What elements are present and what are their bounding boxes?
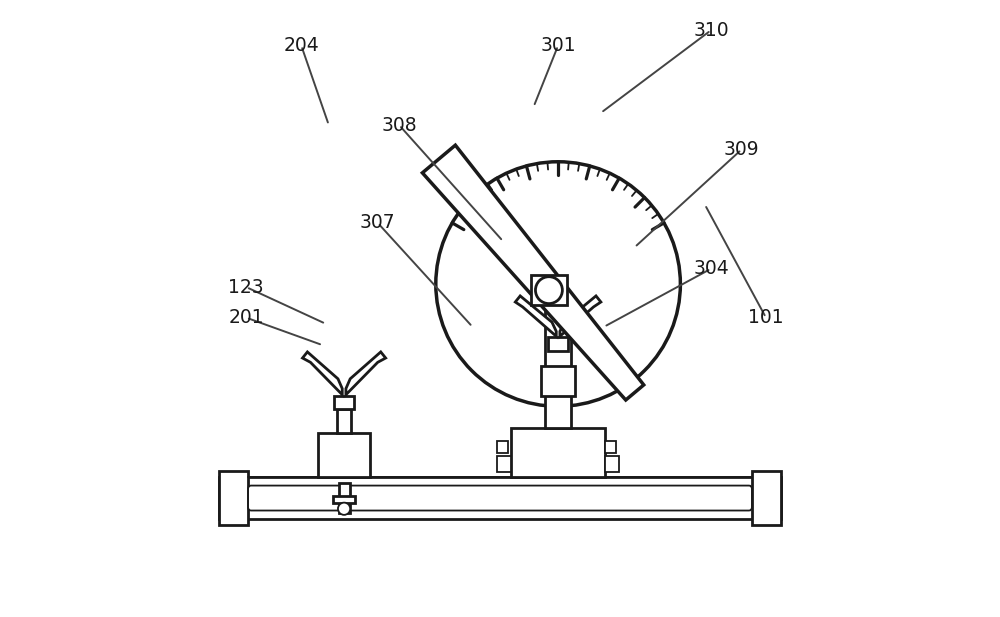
- Bar: [531, 275, 567, 305]
- Bar: [219, 471, 248, 525]
- Circle shape: [436, 162, 680, 407]
- Bar: [605, 441, 616, 453]
- Text: 101: 101: [748, 308, 784, 327]
- Bar: [545, 302, 571, 428]
- Bar: [497, 441, 508, 453]
- Bar: [541, 366, 575, 396]
- Bar: [219, 477, 781, 520]
- Bar: [752, 471, 781, 525]
- Bar: [605, 457, 619, 472]
- Circle shape: [338, 503, 350, 515]
- Bar: [339, 483, 350, 513]
- Polygon shape: [346, 352, 386, 395]
- Polygon shape: [515, 296, 556, 336]
- Polygon shape: [303, 352, 342, 395]
- Text: 204: 204: [283, 36, 319, 55]
- Text: 201: 201: [228, 308, 264, 327]
- Circle shape: [535, 276, 562, 304]
- Text: 304: 304: [693, 259, 729, 278]
- Bar: [548, 337, 568, 351]
- Bar: [497, 457, 511, 472]
- Bar: [333, 496, 355, 503]
- Polygon shape: [422, 145, 644, 400]
- Text: 310: 310: [693, 21, 729, 39]
- Text: 123: 123: [228, 278, 264, 297]
- FancyBboxPatch shape: [248, 486, 752, 510]
- Bar: [511, 428, 605, 477]
- Bar: [334, 396, 354, 410]
- Text: 301: 301: [540, 36, 576, 55]
- Text: 307: 307: [360, 213, 396, 233]
- Text: 308: 308: [381, 115, 417, 135]
- Bar: [318, 433, 370, 477]
- Polygon shape: [560, 296, 601, 336]
- Text: 309: 309: [724, 140, 759, 159]
- Bar: [337, 410, 351, 433]
